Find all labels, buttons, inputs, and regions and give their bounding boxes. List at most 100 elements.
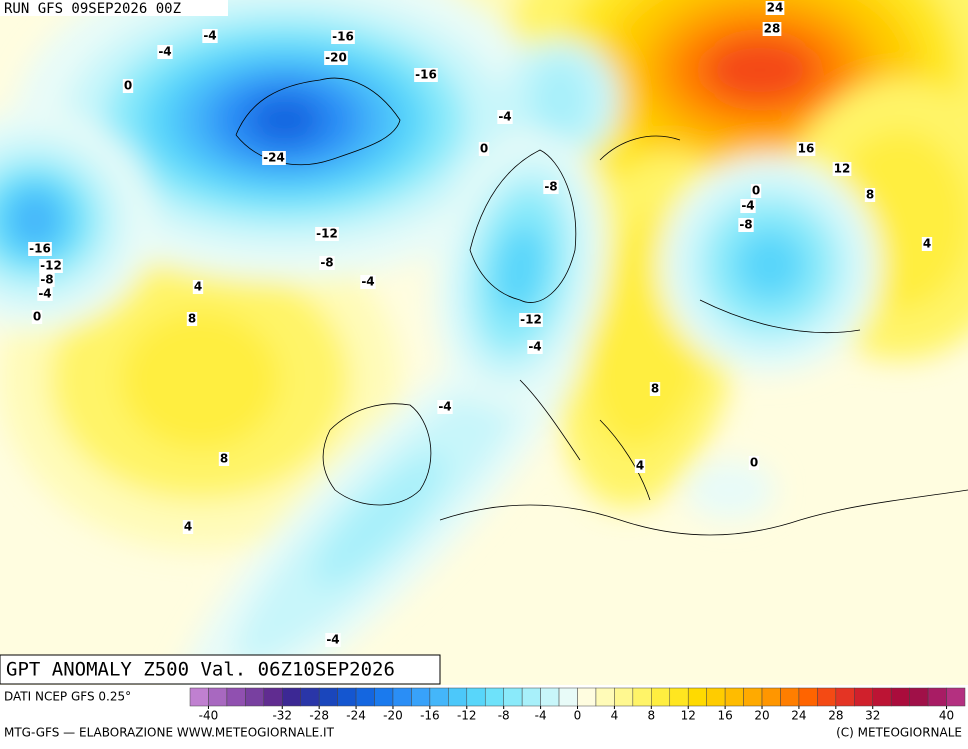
contour-label: -20 (325, 51, 347, 65)
colorbar-swatch (854, 687, 873, 707)
colorbar-tick-label: 20 (754, 709, 769, 723)
colorbar-swatch (632, 687, 652, 707)
footer-left: MTG-GFS — ELABORAZIONE WWW.METEOGIORNALE… (4, 726, 335, 740)
colorbar-tick-label: 28 (828, 709, 843, 723)
footer-right: (C) METEOGIORNALE (836, 726, 962, 740)
source-label: DATI NCEP GFS 0.25° (4, 690, 131, 704)
colorbar-tick-label: 12 (681, 709, 696, 723)
contour-label-bg (543, 180, 559, 194)
colorbar-swatch (521, 687, 541, 707)
contour-label: 4 (923, 237, 931, 251)
contour-label-bg (750, 184, 762, 198)
contour-label-bg (519, 313, 543, 327)
colorbar-swatch (706, 687, 726, 707)
contour-label: 0 (752, 184, 760, 198)
contour-label: 8 (651, 382, 659, 396)
contour-label: 8 (866, 188, 874, 202)
coastline (322, 403, 432, 506)
colorbar-tick-label: -16 (420, 709, 440, 723)
colorbar-tick-label: -24 (346, 709, 366, 723)
anomaly-blob (530, 60, 590, 140)
coastline (439, 489, 968, 536)
colorbar-swatch (337, 687, 357, 707)
contour-label: -8 (40, 273, 53, 287)
contour-label: 8 (220, 452, 228, 466)
contour-label: -16 (332, 30, 354, 44)
colorbar-swatch (595, 687, 615, 707)
contour-label-bg (218, 452, 230, 466)
coastline (469, 149, 577, 303)
contour-label-bg (921, 237, 933, 251)
contour-label-bg (39, 273, 55, 287)
contour-label: 28 (764, 22, 781, 36)
contour-label: 0 (480, 142, 488, 156)
contour-label: -8 (320, 256, 333, 270)
contour-label: -4 (498, 110, 511, 124)
run-label: RUN GFS 09SEP2026 00Z (4, 1, 181, 17)
contour-label-bg (319, 256, 335, 270)
colorbar-swatch (780, 687, 800, 707)
coastline (235, 77, 401, 166)
colorbar-swatch (208, 687, 228, 707)
contour-label-bg (192, 280, 204, 294)
colorbar-swatch (540, 687, 560, 707)
contour-labels: -4 -16-4 -20-160-40-24-8-16-12-8-4-12-8-44… (28, 1, 933, 647)
contour-label: -8 (544, 180, 557, 194)
colorbar-tick-label: -4 (535, 709, 547, 723)
contour-label: -12 (316, 227, 338, 241)
contour-label: 0 (750, 456, 758, 470)
contour-label-bg (478, 142, 490, 156)
colorbar-tick-label: -32 (272, 709, 292, 723)
colorbar-tick-label: -40 (199, 709, 219, 723)
contour-label: -16 (415, 68, 437, 82)
colorbar-swatch (946, 687, 966, 707)
colorbar-tick-label: 40 (939, 709, 954, 723)
contour-label-bg (796, 142, 816, 156)
anomaly-blob (313, 453, 447, 587)
anomaly-blob (494, 225, 546, 315)
contour-label: 24 (767, 1, 784, 15)
colorbar-tick-label: 0 (574, 709, 582, 723)
contour-label: -12 (520, 313, 542, 327)
colorbar-swatch (374, 687, 394, 707)
colorbar-swatch (743, 687, 763, 707)
contour-label-bg (864, 188, 876, 202)
colorbar-tick-label: -12 (457, 709, 477, 723)
contour-label-bg (325, 633, 341, 647)
colorbar-swatch (189, 687, 209, 707)
contour-label-bg (37, 287, 53, 301)
colorbar-swatch (651, 687, 671, 707)
contour-label: 8 (188, 312, 196, 326)
contour-label-bg (738, 218, 754, 232)
colorbar-swatch (503, 687, 523, 707)
colorbar-swatch (669, 687, 689, 707)
contour-label: -4 (158, 45, 171, 59)
contour-label-bg (202, 29, 218, 43)
colorbar-swatch (245, 687, 265, 707)
colorbar-swatch (429, 687, 449, 707)
colorbar-swatch (890, 687, 910, 707)
contour-label: -8 (739, 218, 752, 232)
contour-label-bg (360, 275, 376, 289)
colorbar-swatch (226, 687, 246, 707)
anomaly-blob (10, 192, 60, 248)
colorbar-swatch (318, 687, 338, 707)
contour-label-bg (122, 79, 134, 93)
contour-label-bg (527, 340, 543, 354)
colorbar: -40 -32 -28 -24 -20 -16 -12 -8 -4 0 4 8 12 16 20 24 28 32… (189, 687, 966, 723)
contour-label-bg (182, 520, 194, 534)
contour-label: 4 (636, 459, 644, 473)
colorbar-swatch (263, 687, 283, 707)
colorbar-tick-label: -28 (309, 709, 329, 723)
colorbar-swatch (448, 687, 468, 707)
colorbar-tick-label: 16 (717, 709, 732, 723)
contour-label: -16 (29, 242, 51, 256)
colorbar-swatch (392, 687, 412, 707)
colorbar-swatch (909, 687, 929, 707)
contour-label-bg (157, 45, 173, 59)
run-box (0, 0, 228, 16)
title-box (0, 654, 441, 685)
